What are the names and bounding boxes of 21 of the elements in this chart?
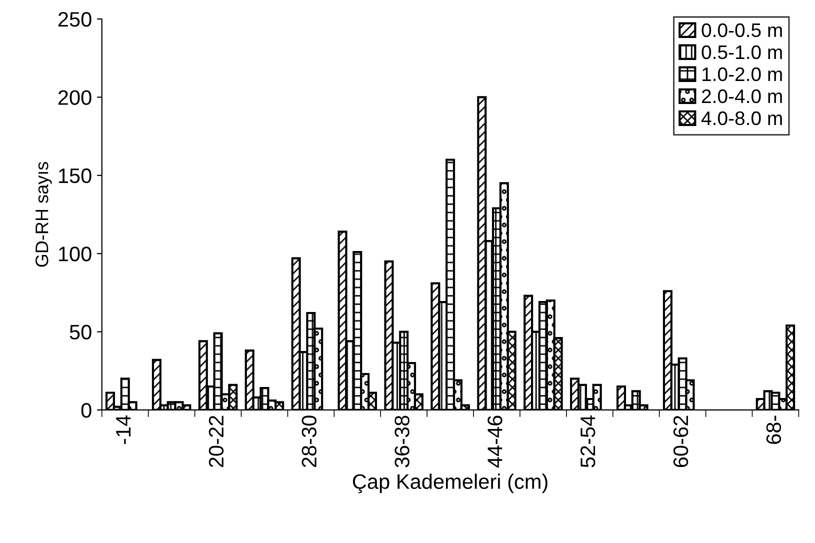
y-tick-label: 150 bbox=[58, 168, 92, 184]
x-tick-label: -14 bbox=[116, 415, 130, 444]
x-tick-label: 44-46 bbox=[488, 416, 502, 468]
y-tick-label: 250 bbox=[58, 12, 92, 27]
legend-label: 2.0-4.0 m bbox=[702, 89, 782, 104]
x-tick-label: 60-62 bbox=[673, 416, 688, 468]
x-tick-label: 20-22 bbox=[208, 416, 224, 468]
x-tick-label: 68- bbox=[766, 416, 782, 444]
x-axis-title: Çap Kademeleri (cm) bbox=[352, 474, 548, 494]
x-tick-label: 52-54 bbox=[580, 415, 596, 468]
legend-label: 0.5-1.0 m bbox=[702, 45, 782, 60]
y-tick-label: 200 bbox=[58, 90, 92, 105]
legend-label: 4.0-8.0 m bbox=[701, 111, 782, 126]
y-axis-title: GD-RH sayıs bbox=[35, 162, 52, 267]
x-tick-label: 28-30 bbox=[302, 416, 317, 468]
y-tick-label: 0 bbox=[81, 402, 92, 418]
y-tick-label: 100 bbox=[58, 246, 92, 262]
x-tick-label: 36-38 bbox=[394, 416, 410, 468]
y-tick-label: 50 bbox=[70, 324, 92, 340]
legend-label: 1.0-2.0 m bbox=[702, 67, 782, 82]
legend-label: 0.0-0.5 m bbox=[702, 23, 782, 38]
